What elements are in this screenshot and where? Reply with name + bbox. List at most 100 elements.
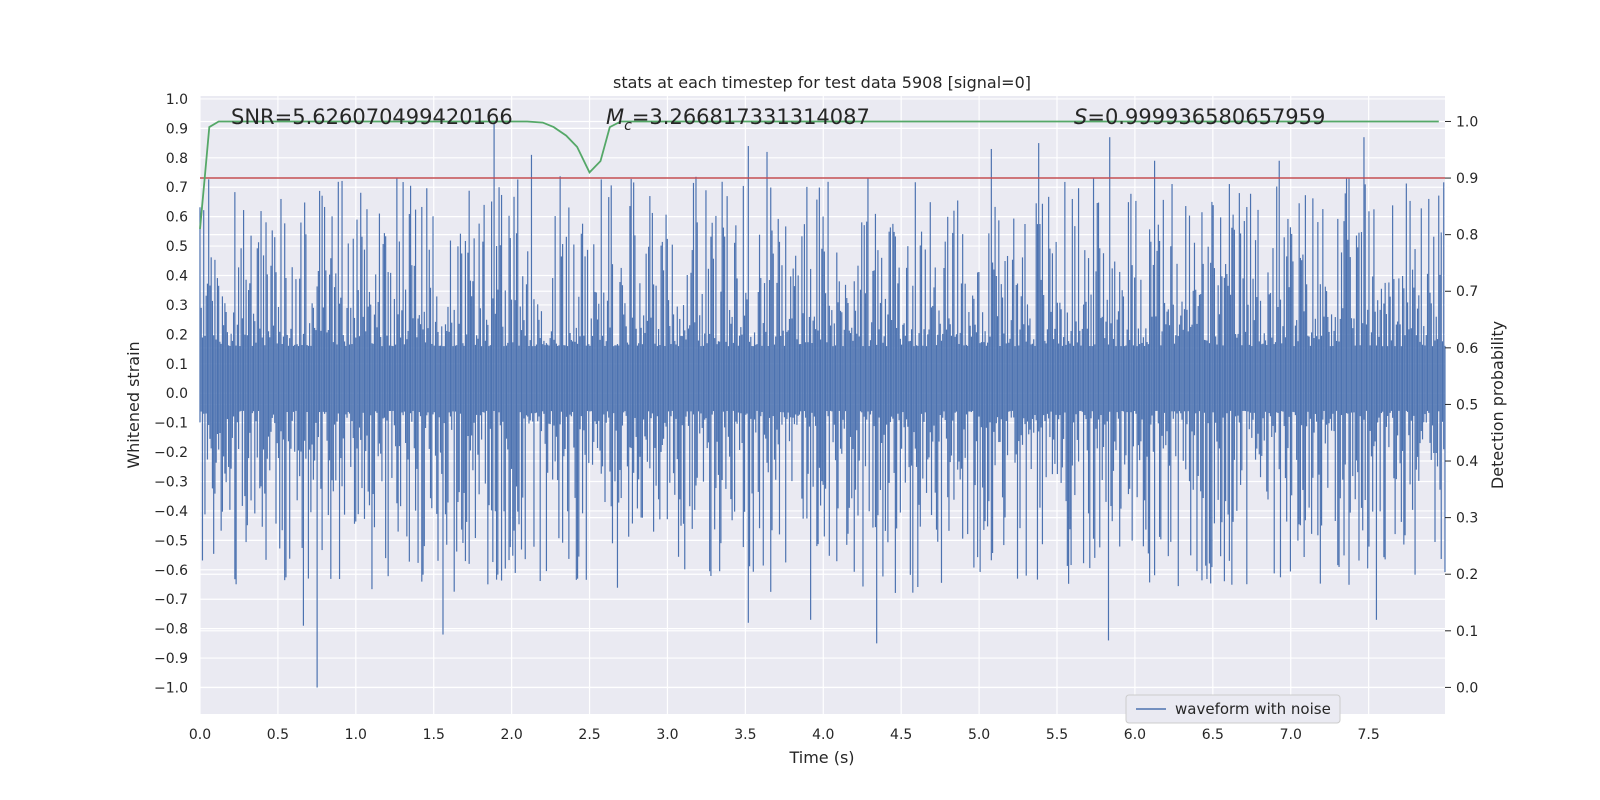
- strain-sample: [310, 345, 312, 513]
- strain-sample: [1388, 282, 1390, 448]
- strain-sample: [595, 292, 597, 425]
- strain-sample: [552, 278, 554, 480]
- strain-sample: [775, 336, 777, 480]
- strain-sample: [1119, 271, 1121, 547]
- strain-sample: [1211, 201, 1213, 568]
- strain-sample: [872, 271, 874, 528]
- strain-sample: [696, 222, 698, 478]
- strain-sample: [1267, 272, 1269, 500]
- y-tick-label-left: 0.5: [166, 239, 188, 255]
- strain-sample: [1221, 276, 1223, 523]
- strain-sample: [544, 345, 546, 444]
- strain-sample: [1185, 206, 1187, 470]
- strain-sample: [570, 339, 572, 417]
- strain-sample: [1362, 323, 1364, 531]
- y-tick-label-right: 0.6: [1456, 341, 1478, 357]
- x-tick-label: 5.0: [968, 727, 990, 743]
- strain-sample: [739, 335, 741, 450]
- strain-sample: [750, 336, 752, 419]
- strain-sample: [314, 327, 316, 461]
- snr-annotation: SNR=5.626070499420166: [231, 105, 513, 129]
- strain-sample: [545, 343, 548, 572]
- strain-sample: [537, 304, 539, 422]
- strain-sample: [1438, 195, 1440, 412]
- strain-sample: [973, 298, 975, 568]
- strain-sample: [651, 212, 653, 414]
- strain-sample: [463, 345, 465, 493]
- strain-sample: [786, 331, 788, 419]
- strain-sample: [985, 345, 987, 428]
- strain-sample: [388, 345, 390, 411]
- strain-sample: [1418, 295, 1420, 481]
- strain-sample: [290, 328, 292, 449]
- strain-sample: [990, 148, 992, 561]
- strain-sample: [1193, 242, 1196, 436]
- strain-sample: [643, 315, 645, 420]
- strain-sample: [1172, 304, 1174, 419]
- strain-sample: [1249, 193, 1252, 413]
- strain-sample: [702, 345, 705, 482]
- strain-sample: [214, 259, 216, 494]
- strain-sample: [1055, 241, 1057, 415]
- strain-sample: [598, 303, 600, 421]
- strain-sample: [458, 323, 460, 493]
- strain-sample: [800, 344, 802, 412]
- strain-sample: [1020, 296, 1022, 436]
- strain-sample: [1092, 178, 1095, 539]
- strain-sample: [279, 331, 281, 549]
- strain-sample: [689, 325, 691, 507]
- strain-sample: [438, 345, 440, 418]
- strain-sample: [1173, 343, 1176, 412]
- strain-sample: [229, 345, 231, 510]
- strain-sample: [991, 262, 994, 554]
- strain-sample: [771, 230, 773, 531]
- strain-sample: [412, 318, 414, 411]
- strain-sample: [317, 270, 319, 438]
- strain-sample: [1264, 340, 1267, 412]
- strain-sample: [209, 285, 211, 439]
- strain-sample: [341, 180, 343, 487]
- strain-sample: [856, 333, 858, 431]
- strain-sample: [1272, 248, 1274, 426]
- strain-sample: [1030, 344, 1032, 470]
- strain-sample: [1392, 205, 1394, 418]
- strain-sample: [504, 290, 506, 569]
- strain-sample: [1283, 237, 1285, 427]
- strain-sample: [791, 318, 793, 482]
- strain-sample: [357, 290, 359, 515]
- strain-sample: [889, 227, 891, 423]
- strain-sample: [259, 328, 261, 489]
- y-tick-label-left: 0.4: [166, 269, 188, 285]
- strain-sample: [994, 206, 996, 466]
- strain-sample: [1348, 178, 1350, 585]
- strain-sample: [1104, 338, 1106, 425]
- strain-sample: [223, 325, 225, 457]
- strain-sample: [261, 337, 263, 527]
- strain-sample: [586, 249, 589, 412]
- strain-sample: [753, 332, 756, 420]
- strain-sample: [1322, 209, 1324, 420]
- strain-sample: [593, 244, 595, 442]
- strain-sample: [1135, 200, 1137, 414]
- strain-sample: [540, 311, 543, 432]
- strain-sample: [1089, 346, 1091, 569]
- strain-sample: [203, 210, 205, 414]
- strain-sample: [1016, 283, 1019, 579]
- strain-sample: [1426, 273, 1429, 411]
- strain-sample: [802, 313, 804, 519]
- strain-sample: [1393, 279, 1395, 479]
- strain-sample: [978, 272, 980, 417]
- strain-sample: [1040, 279, 1042, 428]
- strain-sample: [902, 324, 904, 413]
- strain-sample: [912, 285, 914, 593]
- strain-sample: [200, 307, 202, 412]
- x-tick-label: 6.0: [1124, 727, 1146, 743]
- strain-sample: [972, 295, 974, 411]
- strain-sample: [888, 231, 890, 483]
- strain-sample: [734, 242, 736, 512]
- strain-sample: [436, 296, 438, 514]
- x-ticks: 0.0 0.5 1.0 1.5 2.0 2.5 3.0 3.5 4.0 4.5 5.0 5.5 6.0 6…: [189, 727, 1380, 743]
- strain-sample: [1001, 297, 1004, 498]
- mc-symbol: M: [606, 105, 624, 129]
